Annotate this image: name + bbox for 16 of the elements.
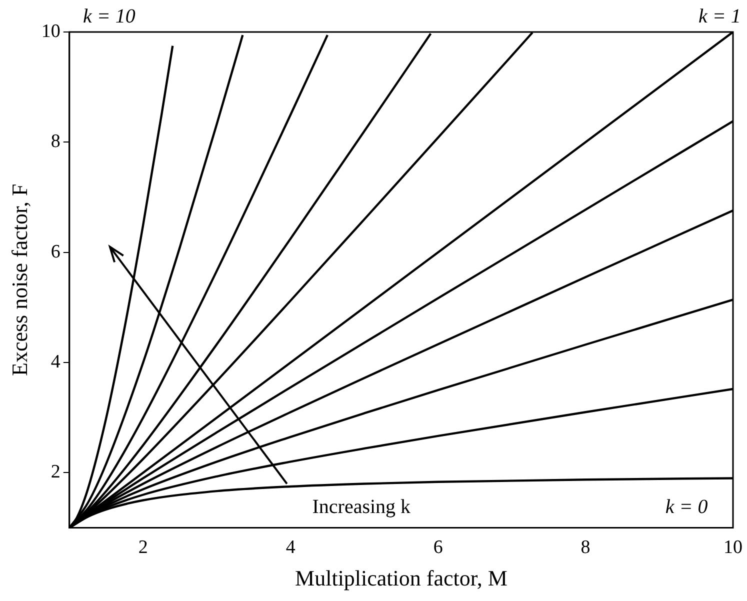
x-tick-label: 6 xyxy=(433,537,443,558)
x-axis-title: Multiplication factor, M xyxy=(295,566,508,591)
y-tick-label: 4 xyxy=(50,352,61,373)
y-axis-title: Excess noise factor, F xyxy=(6,184,32,376)
x-tick-label: 4 xyxy=(286,537,296,558)
text: k = 10 xyxy=(83,5,136,28)
y-tick-label: 2 xyxy=(50,462,60,483)
annotation: Increasing k xyxy=(312,496,411,518)
y-tick-label: 6 xyxy=(50,241,60,262)
y-tick-label: 10 xyxy=(41,20,60,42)
text: k = 1 xyxy=(698,5,741,28)
x-tick-label: 8 xyxy=(580,537,590,558)
x-tick-label: 10 xyxy=(724,537,742,558)
x-tick-label: 2 xyxy=(138,537,148,558)
annotation: k = 0 xyxy=(665,496,708,518)
y-tick-label: 8 xyxy=(50,131,60,152)
